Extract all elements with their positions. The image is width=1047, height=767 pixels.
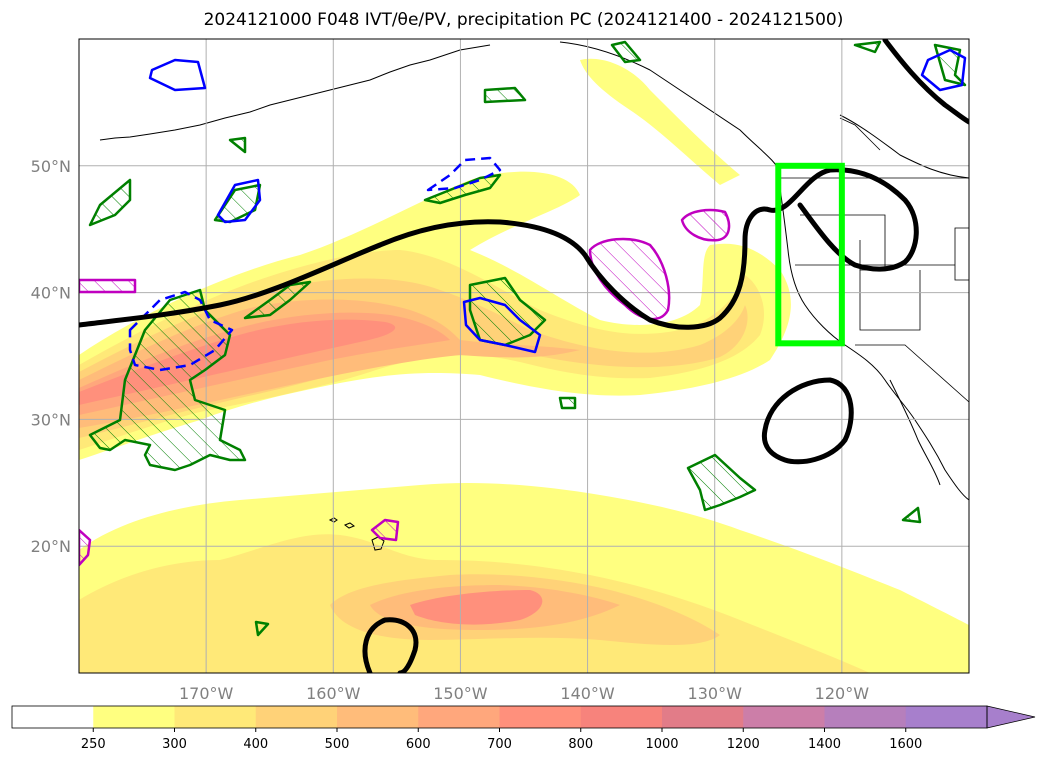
pv-negative-contour — [216, 178, 262, 224]
theta-e-line — [882, 39, 969, 125]
pv-negative-contour — [920, 48, 967, 92]
longitude-labels: 170°W 160°W 150°W 140°W 130°W 120°W — [179, 684, 869, 703]
ivt-filled-contours — [79, 58, 969, 673]
pv-positive-region — [686, 453, 757, 512]
lon-tick-label: 170°W — [179, 684, 234, 703]
colorbar-swatch — [743, 706, 825, 728]
lat-tick-label: 20°N — [31, 537, 71, 556]
pv-positive-region — [243, 280, 312, 320]
colorbar-tick-label: 800 — [568, 737, 593, 752]
colorbar-tick-label: 300 — [162, 737, 187, 752]
latitude-labels: 20°N 30°N 40°N 50°N — [31, 157, 71, 556]
colorbar-tick-label: 1000 — [645, 737, 678, 752]
colorbar-swatch — [93, 706, 175, 728]
lat-tick-label: 50°N — [31, 157, 71, 176]
pc-region — [588, 237, 671, 321]
pv-contours — [88, 40, 967, 637]
colorbar-tick-label: 600 — [406, 737, 431, 752]
pv-positive-region — [610, 40, 642, 64]
lon-tick-label: 130°W — [688, 684, 743, 703]
lon-tick-label: 160°W — [306, 684, 361, 703]
colorbar-tick-label: 1400 — [808, 737, 841, 752]
lon-tick-label: 120°W — [815, 684, 870, 703]
colorbar-extend-arrow — [986, 705, 1036, 729]
pc-region — [79, 278, 137, 294]
pv-positive-region — [88, 288, 247, 472]
plot-frame — [78, 38, 970, 674]
lat-tick-label: 30°N — [31, 410, 71, 429]
lon-tick-label: 140°W — [560, 684, 615, 703]
colorbar-tick-label: 1600 — [889, 737, 922, 752]
colorbar-swatch — [662, 706, 744, 728]
pv-positive-region — [468, 276, 547, 347]
pv-positive-region — [483, 86, 527, 104]
map-title: 2024121000 F048 IVT/θe/PV, precipitation… — [203, 10, 844, 30]
pv-negative-contour — [462, 296, 542, 354]
theta-e-line — [79, 167, 919, 330]
colorbar-swatch — [580, 706, 663, 728]
pv-positive-region — [88, 178, 132, 227]
pc-region — [680, 208, 731, 242]
ivt-alaska-250 — [580, 58, 740, 185]
highlight-box — [775, 162, 845, 347]
pc-region — [370, 518, 400, 542]
theta-e-line — [761, 377, 854, 465]
theta-e-line — [362, 617, 419, 673]
colorbar: 250 300 400 500 600 700 800 1000 1200 1400 1600 — [11, 705, 1036, 752]
pv-positive-region — [901, 506, 922, 524]
colorbar-tick-label: 1200 — [727, 737, 760, 752]
theta-e-contours — [79, 39, 969, 673]
colorbar-tick-label: 250 — [81, 737, 106, 752]
pv-positive-region — [558, 396, 577, 410]
colorbar-tick-label: 700 — [487, 737, 512, 752]
pv-positive-region — [228, 136, 247, 154]
pv-positive-region — [853, 40, 882, 54]
colorbar-swatch — [499, 706, 582, 728]
pc-contours — [79, 208, 731, 567]
pv-negative-dashed — [128, 290, 234, 372]
colorbar-swatch — [418, 706, 500, 728]
colorbar-swatch — [905, 706, 988, 728]
pc-region — [79, 528, 92, 567]
lon-tick-label: 150°W — [433, 684, 488, 703]
ivt-south-600 — [410, 590, 543, 625]
colorbar-tick-label: 400 — [243, 737, 268, 752]
colorbar-swatch — [174, 706, 257, 728]
colorbar-swatch — [12, 706, 94, 728]
pv-positive-region — [254, 620, 270, 637]
coastlines — [99, 41, 969, 551]
pv-negative-dashed — [426, 156, 502, 192]
colorbar-swatch — [337, 706, 419, 728]
colorbar-swatch — [824, 706, 907, 728]
lat-tick-label: 40°N — [31, 284, 71, 303]
colorbar-tick-label: 500 — [325, 737, 350, 752]
pv-negative-contour — [148, 58, 207, 92]
colorbar-swatch — [255, 706, 338, 728]
